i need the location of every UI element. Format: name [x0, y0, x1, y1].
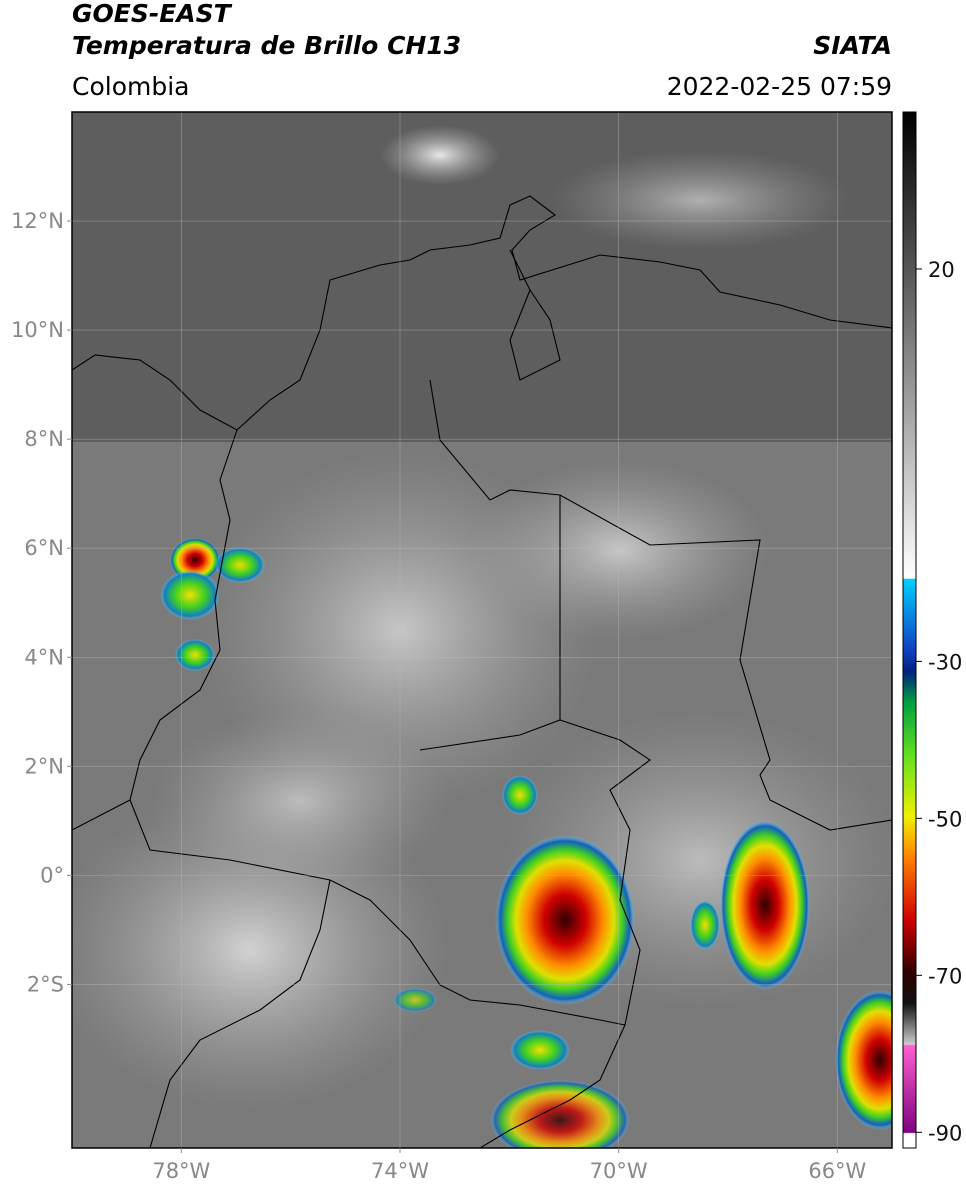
y-tick-label: 4°N	[24, 645, 64, 669]
region: Colombia	[72, 72, 189, 101]
colorbar-tick-label: -30	[928, 650, 962, 674]
x-tick-label: 74°W	[371, 1159, 429, 1183]
satellite-image	[72, 112, 892, 1148]
source: SIATA	[813, 31, 892, 60]
colorbar-tick-label: -50	[928, 807, 962, 831]
colorbar-tick-label: 20	[928, 258, 955, 282]
colorbar-tick-label: -90	[928, 1121, 962, 1145]
y-tick-label: 8°N	[24, 427, 64, 451]
grid	[72, 112, 892, 1148]
colorbar	[902, 111, 917, 1149]
colorbar-tick-label: -70	[928, 964, 962, 988]
subtitle: Temperatura de Brillo CH13	[72, 31, 461, 60]
datetime: 2022-02-25 07:59	[667, 72, 892, 101]
y-tick-label: 12°N	[11, 209, 64, 233]
y-tick-label: 10°N	[11, 318, 64, 342]
map-frame	[71, 111, 893, 1149]
x-tick-label: 66°W	[808, 1159, 866, 1183]
title: GOES-EAST	[72, 0, 233, 28]
x-tick-label: 70°W	[590, 1159, 648, 1183]
y-tick-label: 2°S	[27, 972, 64, 996]
y-tick-label: 6°N	[24, 536, 64, 560]
x-tick-label: 78°W	[152, 1159, 210, 1183]
y-tick-label: 0°	[40, 863, 64, 887]
y-tick-label: 2°N	[24, 754, 64, 778]
